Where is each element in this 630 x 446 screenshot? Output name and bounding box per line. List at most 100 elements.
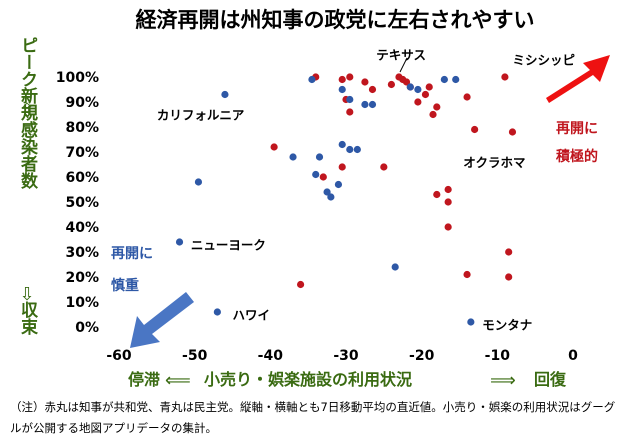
republican-point: [425, 83, 433, 91]
texas-pointer: [399, 57, 408, 73]
red-arrow-icon: [546, 55, 610, 103]
republican-point: [508, 128, 517, 136]
x-left-label: 停滞: [128, 370, 160, 389]
y-top-label: ピーク: [17, 36, 37, 87]
democrat-point: [289, 153, 297, 161]
state-label: ミシシッピ: [512, 53, 575, 68]
y-tick-label: 10%: [65, 295, 99, 311]
republican-point: [463, 93, 471, 101]
democrat-point: [406, 83, 414, 91]
y-axis-label: 新規感染者数: [17, 86, 39, 190]
democrat-point: [338, 85, 346, 94]
x-tick-label: -10: [485, 348, 511, 364]
y-tick-label: 90%: [65, 95, 99, 111]
democrat-point: [414, 85, 422, 94]
blue-arrow-label-2: 慎重: [111, 277, 139, 294]
democrat-point: [327, 193, 335, 201]
state-label: モンタナ: [482, 318, 532, 333]
republican-point: [429, 110, 437, 119]
republican-point: [319, 173, 327, 181]
x-right-label: 回復: [534, 370, 567, 389]
democrat-point: [213, 308, 221, 316]
democrat-point: [308, 75, 316, 84]
data-points: [175, 73, 517, 326]
democrat-point: [346, 145, 354, 154]
republican-point: [421, 90, 430, 99]
scatter-chart: 経済再開は州知事の政党に左右されやすい ピーク ⇧ 新規感染者数 ⇩ 収束 0%…: [17, 8, 610, 391]
x-axis-label: 小売り・娯楽施設の利用状況: [204, 370, 412, 389]
republican-point: [361, 78, 369, 86]
democrat-point: [440, 75, 448, 84]
republican-point: [433, 103, 441, 111]
democrat-point: [368, 100, 377, 109]
republican-point: [346, 108, 354, 116]
down-arrow-icon: ⇩: [19, 284, 34, 305]
footnote: （注）赤丸は知事が共和党、青丸は民主党。縦軸・横軸とも7日移動平均の直近値。小売…: [10, 400, 616, 435]
y-tick-label: 20%: [65, 270, 99, 286]
democrat-point: [194, 178, 203, 186]
y-tick-label: 60%: [65, 170, 99, 186]
republican-point: [471, 125, 479, 134]
democrat-point: [467, 318, 475, 326]
republican-point: [368, 85, 377, 94]
democrat-point: [391, 263, 399, 271]
state-label: オクラホマ: [463, 155, 525, 170]
republican-point: [402, 78, 411, 86]
democrat-point: [346, 95, 354, 104]
republican-point: [380, 163, 388, 171]
red-arrow-label-2: 積極的: [555, 148, 598, 165]
democrat-point: [221, 90, 229, 99]
left-arrow-icon: ⟸: [165, 370, 191, 391]
state-label: テキサス: [376, 48, 426, 63]
up-arrow-icon: ⇧: [19, 100, 34, 121]
y-tick-label: 30%: [65, 245, 99, 261]
republican-point: [501, 73, 509, 81]
democrat-point: [334, 180, 343, 189]
y-tick-label: 100%: [56, 70, 99, 86]
republican-point: [338, 163, 346, 171]
democrat-point: [361, 100, 369, 109]
republican-point: [346, 73, 354, 81]
y-tick-label: 40%: [65, 220, 99, 236]
republican-point: [387, 80, 395, 89]
democrat-point: [338, 140, 346, 149]
y-tick-label: 50%: [65, 195, 99, 211]
republican-point: [338, 75, 346, 84]
democrat-point: [353, 145, 361, 154]
right-arrow-icon: ⟹: [490, 370, 516, 391]
x-tick-label: -60: [106, 348, 132, 364]
x-tick-label: -50: [182, 348, 208, 364]
republican-point: [433, 190, 441, 199]
republican-point: [444, 185, 452, 194]
state-label: カリフォルニア: [157, 108, 245, 123]
x-tick-label: -20: [409, 348, 435, 364]
republican-point: [444, 223, 452, 231]
democrat-point: [312, 170, 320, 179]
y-tick-label: 70%: [65, 145, 99, 161]
democrat-point: [452, 75, 460, 84]
democrat-point: [175, 238, 184, 246]
democrat-point: [315, 153, 324, 161]
x-tick-label: -40: [258, 348, 284, 364]
y-tick-label: 0%: [75, 320, 99, 336]
republican-point: [505, 248, 513, 256]
x-tick-label: -30: [333, 348, 359, 364]
republican-point: [505, 273, 513, 281]
blue-arrow-icon: [130, 292, 194, 348]
x-tick-label: 0: [568, 348, 578, 364]
y-bottom-label: 収束: [17, 301, 38, 336]
republican-point: [463, 270, 471, 279]
red-arrow-label-1: 再開に: [556, 121, 598, 137]
republican-point: [270, 143, 278, 151]
democrat-point: [323, 188, 331, 196]
state-label: ニューヨーク: [191, 238, 266, 253]
republican-point: [414, 98, 422, 106]
republican-point: [444, 198, 452, 206]
y-tick-label: 80%: [65, 120, 99, 136]
chart-title: 経済再開は州知事の政党に左右されやすい: [136, 8, 535, 32]
state-label: ハワイ: [233, 308, 271, 323]
x-tick-labels: -60 -50 -40 -30 -20 -10 0: [106, 348, 578, 364]
y-tick-labels: 0% 10% 20% 30% 40% 50% 60% 70% 80% 90% 100%: [56, 70, 99, 336]
republican-point: [297, 280, 305, 289]
